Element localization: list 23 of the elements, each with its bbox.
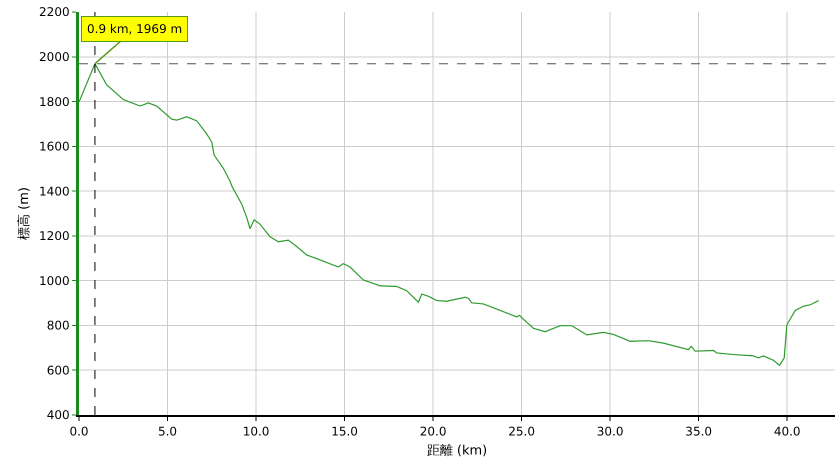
x-tick-label: 15.0	[331, 424, 358, 438]
x-tick-label: 40.0	[774, 424, 801, 438]
x-tick-label: 10.0	[242, 424, 270, 438]
y-tick-label: 1000	[39, 274, 70, 288]
y-tick-label: 400	[46, 408, 70, 422]
x-tick-label: 20.0	[420, 424, 446, 438]
x-tick-label: 0.0	[69, 424, 89, 438]
y-axis-title: 標高 (m)	[16, 187, 32, 240]
line-series	[79, 63, 820, 366]
x-tick-label: 5.0	[158, 424, 178, 438]
y-tick-label: 1800	[39, 94, 70, 109]
y-tick-label: 2000	[39, 50, 70, 64]
x-tick-label: 30.0	[596, 424, 624, 438]
y-tick-label: 1600	[39, 140, 70, 154]
y-tick-label: 1400	[39, 184, 70, 198]
x-tick-label: 35.0	[685, 424, 712, 438]
y-tick-label: 600	[46, 363, 70, 378]
y-tick-label: 1200	[39, 229, 70, 244]
x-tick-label: 25.0	[508, 424, 535, 438]
x-axis-title: 距離 (km)	[426, 444, 488, 458]
y-tick-label: 2200	[39, 5, 70, 20]
y-tick-label: 800	[46, 318, 70, 333]
annotation: 0.9 km, 1969 m	[87, 22, 182, 36]
